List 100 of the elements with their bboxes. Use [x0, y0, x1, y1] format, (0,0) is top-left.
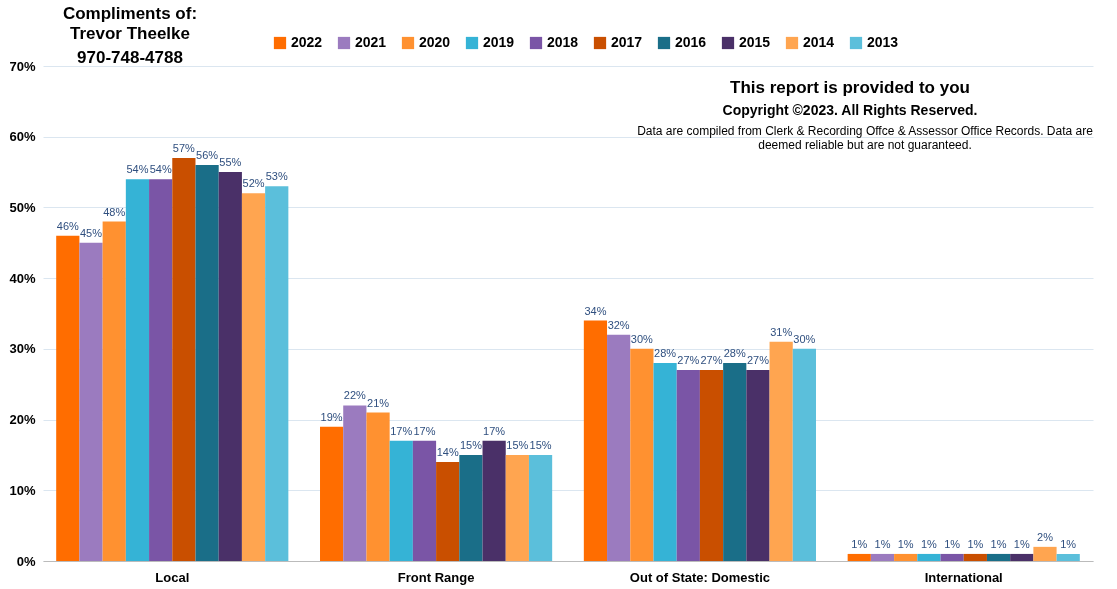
- data-label: 45%: [80, 226, 103, 239]
- bar: [986, 553, 1011, 561]
- bar: [676, 370, 700, 561]
- bar: [505, 454, 529, 561]
- bar: [343, 405, 367, 561]
- legend-label: 2015: [739, 34, 771, 50]
- bar: [746, 370, 770, 561]
- data-label: 1%: [1060, 537, 1077, 550]
- bar: [940, 553, 964, 561]
- data-label: 55%: [219, 156, 242, 169]
- bar: [436, 462, 460, 561]
- data-label: 1%: [990, 537, 1007, 550]
- bar: [1056, 553, 1080, 561]
- data-label: 17%: [390, 424, 413, 437]
- annotation: This report is provided to you: [729, 78, 971, 98]
- legend-label: 2014: [803, 34, 835, 50]
- data-label: 54%: [149, 163, 172, 176]
- data-label: 48%: [103, 205, 126, 218]
- bar: [389, 440, 413, 561]
- bar: [1010, 553, 1034, 561]
- annotation: Data are compiled from Clerk & Recording Offce & Assessor Office Records. Data are deemed reliable but are not guaranteed.: [636, 124, 1094, 152]
- bar: [894, 553, 918, 561]
- data-label: 15%: [529, 438, 552, 451]
- x-tick-label: International: [924, 569, 1003, 585]
- data-label: 31%: [770, 325, 793, 338]
- data-label: 1%: [967, 537, 984, 550]
- data-label: 14%: [436, 446, 459, 458]
- legend-label: 2021: [355, 34, 387, 50]
- data-label: 19%: [320, 410, 343, 423]
- data-label: 54%: [126, 163, 149, 176]
- bar: [320, 426, 344, 561]
- bar: [699, 370, 724, 561]
- bar: [630, 348, 654, 561]
- data-label: 27%: [677, 354, 700, 367]
- data-label: 15%: [506, 438, 529, 451]
- bar: [102, 221, 126, 561]
- data-label: 22%: [343, 389, 367, 402]
- x-tick-label: Local: [155, 569, 190, 585]
- data-label: 1%: [944, 537, 961, 550]
- data-label: 53%: [265, 170, 288, 183]
- bar: [149, 179, 173, 561]
- data-label: 34%: [584, 304, 607, 317]
- data-label: 1%: [897, 537, 914, 550]
- bar: [607, 334, 631, 561]
- bar: [265, 186, 289, 561]
- data-label: 30%: [630, 332, 654, 345]
- bar: [528, 454, 553, 561]
- data-label: 32%: [607, 318, 630, 331]
- bar: [963, 553, 987, 561]
- legend-label: 2022: [291, 34, 323, 50]
- legend-label: 2016: [675, 34, 707, 50]
- bar: [412, 440, 437, 561]
- x-tick-label: Front Range: [397, 569, 475, 585]
- bar: [847, 553, 871, 561]
- data-label: 27%: [700, 354, 723, 367]
- legend-label: 2013: [867, 34, 899, 50]
- x-tick-label: Out of State: Domestic: [629, 569, 770, 585]
- bar: [792, 348, 816, 561]
- legend-label: 2020: [419, 34, 451, 50]
- data-label: 17%: [413, 424, 436, 437]
- bar: [723, 363, 747, 561]
- bar: [56, 235, 80, 561]
- data-label: 1%: [920, 537, 938, 550]
- bar: [366, 412, 390, 561]
- data-label: 46%: [56, 219, 80, 232]
- text: Trevor Theelke: [69, 24, 191, 44]
- text: Compliments of:: [61, 4, 199, 24]
- data-label: 27%: [746, 354, 770, 367]
- annotation: Copyright ©2023. All Rights Reserved.: [721, 102, 979, 118]
- bar: [870, 553, 895, 561]
- y-tick-label: 40%: [9, 270, 36, 286]
- bar: [172, 157, 196, 561]
- data-label: 21%: [367, 396, 390, 409]
- data-label: 52%: [242, 177, 265, 190]
- bar: [125, 179, 150, 561]
- bar: [917, 553, 941, 561]
- data-label: 28%: [654, 347, 677, 359]
- bar: [653, 363, 677, 561]
- y-tick-label: 20%: [9, 412, 36, 428]
- bar: [79, 242, 103, 561]
- annotation: 970-748-4788: [76, 48, 184, 68]
- y-tick-label: 30%: [9, 341, 36, 357]
- y-tick-label: 50%: [9, 199, 36, 215]
- data-label: 57%: [172, 141, 196, 154]
- legend-label: 2017: [611, 34, 643, 50]
- y-tick-label: 0%: [16, 553, 36, 569]
- y-tick-label: 10%: [9, 482, 36, 498]
- bar: [459, 454, 483, 561]
- bar: [241, 193, 266, 561]
- bar: [195, 165, 219, 561]
- data-label: 1%: [874, 537, 891, 550]
- bar: [218, 172, 242, 561]
- data-label: 2%: [1037, 530, 1054, 543]
- y-tick-label: 60%: [9, 129, 36, 145]
- y-tick-label: 70%: [9, 58, 36, 74]
- data-label: 1%: [851, 537, 868, 550]
- data-label: 1%: [1013, 537, 1030, 550]
- data-label: 15%: [459, 438, 483, 451]
- data-label: 17%: [483, 424, 506, 437]
- data-label: 56%: [196, 149, 219, 161]
